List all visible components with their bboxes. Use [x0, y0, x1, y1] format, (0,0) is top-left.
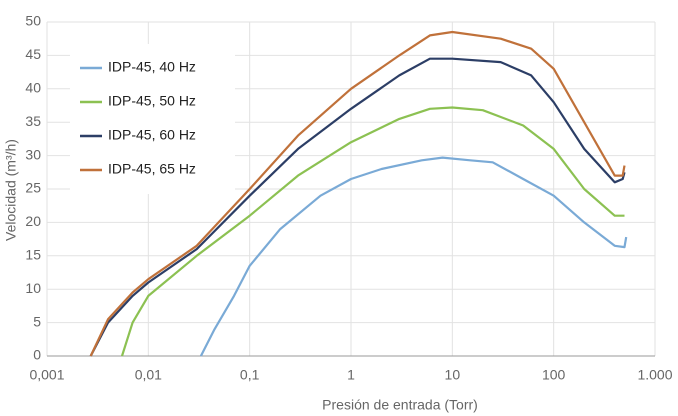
series-line — [89, 30, 626, 357]
x-tick-label: 1 — [347, 367, 355, 383]
y-tick-label: 0 — [33, 347, 41, 363]
y-tick-label: 15 — [25, 247, 41, 263]
y-tick-label: 5 — [33, 313, 41, 329]
series-line — [89, 57, 626, 357]
series-line — [199, 156, 628, 357]
y-tick-label: 20 — [25, 213, 41, 229]
y-tick-label: 35 — [25, 113, 41, 129]
x-tick-label: 0,1 — [240, 367, 260, 383]
y-axis-label: Velocidad (m³/h) — [3, 139, 19, 241]
legend-label: IDP-45, 60 Hz — [108, 127, 196, 143]
legend-label: IDP-45, 65 Hz — [108, 161, 196, 177]
legend-label: IDP-45, 40 Hz — [108, 59, 196, 75]
y-tick-label: 30 — [25, 146, 41, 162]
legend-label: IDP-45, 50 Hz — [108, 93, 196, 109]
x-tick-label: 10 — [445, 367, 461, 383]
x-axis-label: Presión de entrada (Torr) — [322, 397, 478, 413]
x-tick-label: 0,001 — [29, 367, 64, 383]
y-tick-label: 10 — [25, 280, 41, 296]
x-tick-label: 1.000 — [637, 367, 672, 383]
series-line — [120, 106, 625, 357]
y-tick-label: 50 — [25, 13, 41, 29]
x-tick-label: 100 — [542, 367, 566, 383]
legend: IDP-45, 40 Hz IDP-45, 50 Hz IDP-45, 60 Hz I… — [70, 44, 235, 194]
x-tick-label: 0,01 — [135, 367, 162, 383]
y-tick-label: 25 — [25, 180, 41, 196]
y-tick-label: 45 — [25, 46, 41, 62]
y-tick-label: 40 — [25, 80, 41, 96]
